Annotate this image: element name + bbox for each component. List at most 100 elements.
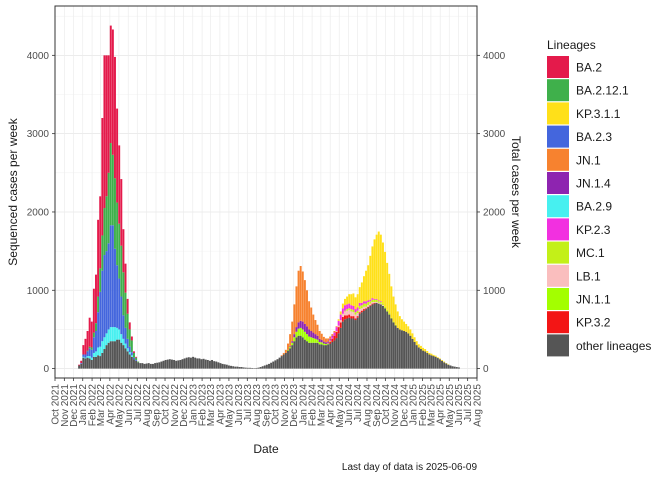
bar-segment [92, 352, 95, 357]
bar-segment [88, 356, 91, 359]
bar-segment [346, 296, 349, 305]
bar-segment [344, 298, 346, 306]
bar-segment [116, 108, 119, 203]
bar-segment [215, 361, 218, 369]
bar-segment [443, 362, 446, 369]
bar-segment [107, 172, 110, 244]
bar-segment [78, 364, 81, 366]
bar-segment [369, 299, 372, 302]
x-tick-label: Nov 2021 [60, 384, 71, 427]
bar-segment [135, 360, 138, 369]
bar-segment [284, 352, 287, 369]
x-tick-label: Jul 2024 [353, 384, 364, 422]
bar-segment [346, 315, 349, 319]
bar-segment [390, 286, 393, 318]
bar-segment [95, 274, 97, 324]
bar-segment [114, 56, 116, 179]
bar-segment [293, 337, 296, 342]
bar-segment [103, 255, 106, 338]
bar-segment [348, 317, 351, 369]
x-tick-label: Dec 2024 [399, 384, 410, 427]
bar-segment [381, 305, 384, 369]
bar-segment [276, 359, 279, 369]
bar-segment [299, 335, 302, 369]
bar-segment [354, 314, 357, 319]
bar-segment [301, 329, 304, 338]
legend-swatch [547, 334, 569, 357]
bar-segment [316, 342, 319, 369]
bar-segment [436, 357, 439, 359]
bar-segment [301, 271, 304, 322]
bar-segment [282, 352, 285, 355]
bar-segment [189, 357, 192, 369]
y2-tick-label: 2000 [483, 207, 506, 218]
x-tick-label: Jul 2022 [133, 384, 144, 422]
bar-segment [101, 117, 104, 236]
bar-segment [443, 361, 446, 363]
bar-segment [80, 363, 83, 369]
bar-segment [352, 312, 355, 317]
bar-segment [187, 357, 190, 369]
bar-segment [107, 329, 110, 343]
bar-segment [316, 324, 319, 336]
bar-segment [126, 298, 129, 314]
bar-segment [124, 343, 127, 349]
bar-segment [352, 305, 355, 310]
bar-segment [111, 327, 114, 342]
bar-segment [303, 280, 306, 324]
bar-segment [312, 338, 315, 343]
bar-segment [120, 334, 123, 343]
bar-segment [135, 357, 138, 360]
bar-segment [116, 327, 119, 340]
bar-segment [438, 358, 441, 360]
bar-segment [428, 354, 431, 369]
x-tick-label: Mar 2025 [426, 384, 437, 427]
bar-segment [128, 322, 131, 330]
bar-segment [379, 303, 382, 305]
bar-segment [124, 292, 127, 328]
bar-segment [428, 352, 431, 355]
bar-segment [88, 346, 91, 349]
bar-segment [118, 145, 121, 224]
bar-segment [90, 357, 93, 360]
bar-segment [341, 303, 344, 309]
bar-segment [403, 331, 406, 369]
x-tick-label: Sep 2024 [372, 384, 383, 427]
bar-segment [426, 350, 429, 353]
bar-segment [105, 345, 108, 369]
bar-segment [221, 363, 224, 369]
bar-segment [405, 323, 408, 332]
bar-segment [329, 339, 332, 342]
bar-segment [133, 359, 135, 369]
bar-segment [120, 179, 123, 246]
bar-segment [284, 349, 287, 353]
bar-segment [175, 360, 178, 369]
bar-segment [333, 335, 336, 341]
bar-segment [114, 178, 116, 249]
bar-segment [335, 331, 338, 339]
bar-segment [122, 229, 125, 273]
bar-segment [95, 351, 97, 357]
bar-segment [310, 307, 313, 332]
bar-segment [365, 301, 368, 304]
bar-segment [377, 300, 380, 302]
bar-segment [86, 350, 89, 352]
bar-segment [417, 347, 420, 369]
bar-segment [103, 337, 106, 350]
bar-segment [137, 361, 140, 363]
bar-segment [407, 333, 410, 369]
x-tick-label: Mar 2023 [206, 384, 217, 427]
bar-segment [350, 294, 353, 306]
bar-segment [297, 328, 300, 336]
bar-segment [318, 338, 321, 342]
bar-segment [341, 316, 344, 322]
bar-segment [422, 350, 425, 369]
bar-segment [206, 359, 209, 369]
bar-segment [394, 324, 397, 326]
bar-segment [362, 310, 365, 369]
bar-segment [101, 352, 104, 369]
bar-segment [116, 265, 119, 328]
bar-segment [354, 318, 357, 321]
bar-segment [453, 366, 456, 369]
bar-segment [105, 333, 108, 346]
